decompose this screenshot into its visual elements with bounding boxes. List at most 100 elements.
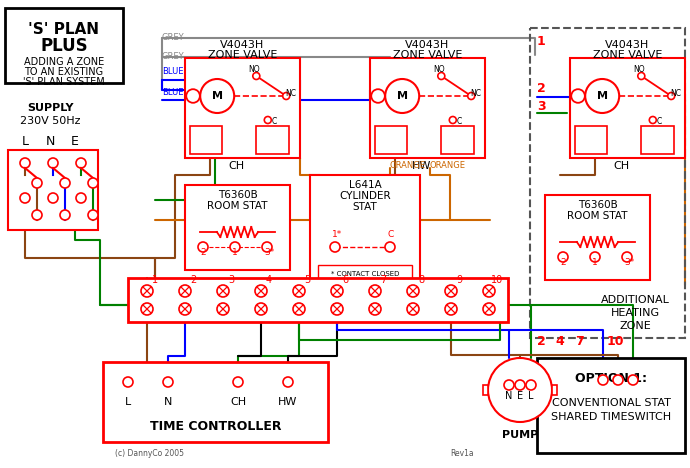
- Text: CH: CH: [228, 161, 245, 171]
- Text: N: N: [164, 397, 172, 407]
- Circle shape: [217, 285, 229, 297]
- Bar: [552, 385, 557, 395]
- Text: ORANGE: ORANGE: [390, 161, 426, 170]
- Circle shape: [407, 285, 419, 297]
- Circle shape: [32, 210, 42, 220]
- Text: E: E: [71, 135, 79, 148]
- Text: C: C: [656, 117, 662, 126]
- Text: 1*: 1*: [332, 230, 342, 239]
- Text: N: N: [600, 395, 607, 405]
- Text: HW: HW: [412, 161, 431, 171]
- Circle shape: [590, 252, 600, 262]
- Text: ZONE VALVE: ZONE VALVE: [393, 50, 462, 60]
- Text: N: N: [46, 135, 55, 148]
- Bar: [580, 362, 656, 418]
- Circle shape: [48, 193, 58, 203]
- Circle shape: [371, 89, 385, 103]
- Text: 3: 3: [228, 275, 234, 285]
- Text: BOILER: BOILER: [595, 420, 640, 430]
- Circle shape: [76, 193, 86, 203]
- Text: TO AN EXISTING: TO AN EXISTING: [24, 67, 104, 77]
- Text: GREY: GREY: [162, 33, 185, 42]
- Text: 2: 2: [537, 82, 546, 95]
- Circle shape: [141, 303, 153, 315]
- Text: PUMP: PUMP: [502, 430, 538, 440]
- Circle shape: [331, 285, 343, 297]
- Bar: [570, 58, 685, 158]
- Text: NO: NO: [433, 65, 445, 73]
- Circle shape: [668, 93, 675, 100]
- Text: M: M: [597, 91, 608, 101]
- Circle shape: [407, 303, 419, 315]
- Text: 'S' PLAN SYSTEM: 'S' PLAN SYSTEM: [23, 77, 105, 87]
- Circle shape: [283, 93, 290, 100]
- Circle shape: [253, 73, 260, 80]
- Circle shape: [264, 117, 271, 124]
- Circle shape: [20, 158, 30, 168]
- Text: C: C: [271, 117, 277, 126]
- Bar: [641, 126, 673, 154]
- Text: NC: NC: [286, 88, 297, 97]
- Text: T6360B: T6360B: [578, 200, 618, 210]
- Circle shape: [88, 210, 98, 220]
- Text: HW: HW: [278, 397, 297, 407]
- Bar: [185, 58, 300, 158]
- Circle shape: [385, 242, 395, 252]
- Text: NC: NC: [671, 88, 682, 97]
- Text: BLUE: BLUE: [162, 67, 184, 76]
- Bar: [375, 126, 407, 154]
- Text: ZONE VALVE: ZONE VALVE: [208, 50, 277, 60]
- Circle shape: [571, 89, 585, 103]
- Bar: [8, 150, 98, 230]
- Circle shape: [186, 89, 200, 103]
- Text: V4043H: V4043H: [605, 40, 649, 50]
- Text: FOR HEAT: FOR HEAT: [348, 291, 382, 297]
- Text: 10: 10: [491, 275, 503, 285]
- Text: 4: 4: [555, 335, 564, 348]
- Circle shape: [179, 285, 191, 297]
- Text: 2: 2: [200, 248, 206, 257]
- Circle shape: [123, 377, 133, 387]
- Circle shape: [504, 380, 514, 390]
- Circle shape: [613, 375, 623, 385]
- Text: SUPPLY: SUPPLY: [27, 103, 73, 113]
- Text: 7: 7: [380, 275, 386, 285]
- Circle shape: [32, 178, 42, 188]
- Text: NO: NO: [633, 65, 645, 73]
- Text: 4: 4: [266, 275, 272, 285]
- Text: 10: 10: [607, 335, 624, 348]
- Text: STAT: STAT: [353, 202, 377, 212]
- Circle shape: [60, 210, 70, 220]
- Circle shape: [449, 117, 456, 124]
- Text: CH: CH: [613, 161, 630, 171]
- Bar: [545, 195, 650, 280]
- Circle shape: [88, 178, 98, 188]
- Text: ADDITIONAL: ADDITIONAL: [600, 295, 669, 305]
- Text: OPTION 1:: OPTION 1:: [575, 372, 647, 385]
- Circle shape: [488, 358, 552, 422]
- Circle shape: [293, 303, 305, 315]
- Circle shape: [369, 303, 381, 315]
- Text: 7: 7: [575, 335, 584, 348]
- Bar: [256, 126, 288, 154]
- Bar: [5, 8, 123, 83]
- Text: WHEN CALLING: WHEN CALLING: [338, 281, 392, 287]
- Text: HEATING: HEATING: [611, 308, 660, 318]
- Circle shape: [60, 178, 70, 188]
- Text: ORANGE: ORANGE: [430, 161, 466, 170]
- Text: C: C: [387, 230, 393, 239]
- Bar: [318, 265, 412, 300]
- Circle shape: [628, 375, 638, 385]
- Circle shape: [233, 377, 243, 387]
- Circle shape: [255, 285, 267, 297]
- Text: 5: 5: [304, 275, 310, 285]
- Circle shape: [330, 242, 340, 252]
- Text: 3*: 3*: [264, 248, 274, 257]
- Circle shape: [262, 242, 272, 252]
- Text: ZONE: ZONE: [619, 321, 651, 331]
- Bar: [370, 58, 485, 158]
- Bar: [185, 185, 290, 270]
- Text: ROOM STAT: ROOM STAT: [567, 211, 628, 221]
- Bar: [537, 358, 685, 453]
- Text: V4043H: V4043H: [220, 40, 265, 50]
